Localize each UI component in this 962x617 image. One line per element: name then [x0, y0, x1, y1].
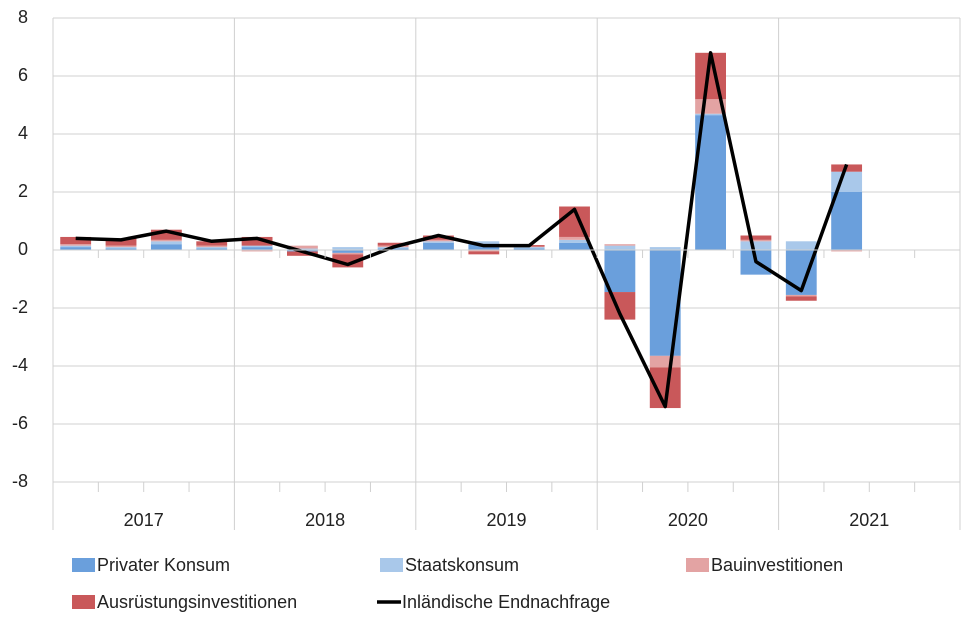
bar-segment [332, 247, 364, 250]
bar-segment [649, 355, 681, 368]
bar-segment [60, 236, 92, 245]
x-group-label: 2019 [486, 510, 526, 530]
bar-segment [60, 245, 92, 248]
y-tick-label: -8 [12, 471, 28, 491]
bar-segment [60, 247, 92, 250]
bar-segment [377, 248, 409, 250]
bar-segment [423, 241, 454, 243]
bar-segment [785, 241, 817, 250]
bar-segment [105, 238, 137, 246]
bar-segment [831, 171, 863, 192]
y-tick-label: -2 [12, 297, 28, 317]
bar-segment [604, 244, 636, 246]
bar-segment [241, 236, 273, 246]
y-tick-label: 0 [18, 239, 28, 259]
y-tick-label: -6 [12, 413, 28, 433]
bar-segment [831, 250, 863, 252]
bar-segment [831, 192, 863, 250]
bar-segment [196, 245, 228, 248]
legend-swatch [72, 595, 95, 609]
bar-segment [513, 248, 545, 250]
bar-segment [740, 239, 772, 242]
y-tick-label: 2 [18, 181, 28, 201]
bar-segment [105, 247, 137, 249]
bar-segment [332, 254, 364, 268]
bar-segment [423, 242, 454, 250]
y-tick-label: 4 [18, 123, 28, 143]
bar-segment [468, 241, 500, 245]
bar-segment [604, 245, 636, 250]
legend-label: Privater Konsum [97, 555, 230, 575]
bar-segment [740, 235, 772, 240]
x-group-label: 2017 [124, 510, 164, 530]
legend-swatch [686, 558, 709, 572]
bar-segment [604, 250, 636, 293]
bar-segment [332, 252, 364, 255]
bar-segment [468, 250, 500, 252]
legend-label: Bauinvestitionen [711, 555, 843, 575]
bar-segment [196, 247, 228, 249]
bar-segment [150, 229, 182, 240]
legend-swatch [72, 558, 95, 572]
bar-segment [150, 241, 182, 245]
bar-segment [241, 245, 273, 248]
bar-segment [559, 242, 590, 250]
legend-swatch [380, 558, 403, 572]
bar-segment [241, 247, 273, 250]
bar-segment [196, 241, 228, 246]
bar-segment [785, 296, 817, 301]
bar-segment [423, 239, 454, 242]
x-group-label: 2018 [305, 510, 345, 530]
legend-label: Ausrüstungsinvestitionen [97, 592, 297, 612]
bar-segment [332, 250, 364, 253]
bar-segment [150, 244, 182, 250]
bar-segment [377, 242, 409, 246]
bar-segment [287, 251, 318, 256]
bar-segment [785, 294, 817, 297]
bar-segment [649, 247, 681, 250]
bar-segment [513, 247, 545, 249]
bar-segment [241, 250, 273, 252]
x-group-label: 2020 [668, 510, 708, 530]
bar-segment [196, 248, 228, 250]
legend-label: Inländische Endnachfrage [402, 592, 610, 612]
bar-segment [150, 239, 182, 242]
y-tick-label: 6 [18, 65, 28, 85]
bar-segment [287, 248, 318, 250]
bar-segment [423, 235, 454, 240]
bar-segment [60, 244, 92, 246]
y-tick-label: 8 [18, 7, 28, 27]
line-series [75, 51, 849, 409]
bar-segment [649, 250, 681, 356]
bar-segment [105, 248, 137, 250]
x-group-label: 2021 [849, 510, 889, 530]
bar-segment [740, 241, 772, 250]
bar-segment [468, 251, 500, 255]
legend-label: Staatskonsum [405, 555, 519, 575]
bar-segment [559, 236, 590, 240]
y-tick-label: -4 [12, 355, 28, 375]
bar-segment [105, 245, 137, 248]
bar-segment [287, 245, 318, 249]
bar-segment [559, 239, 590, 243]
bar-segment [695, 113, 726, 116]
